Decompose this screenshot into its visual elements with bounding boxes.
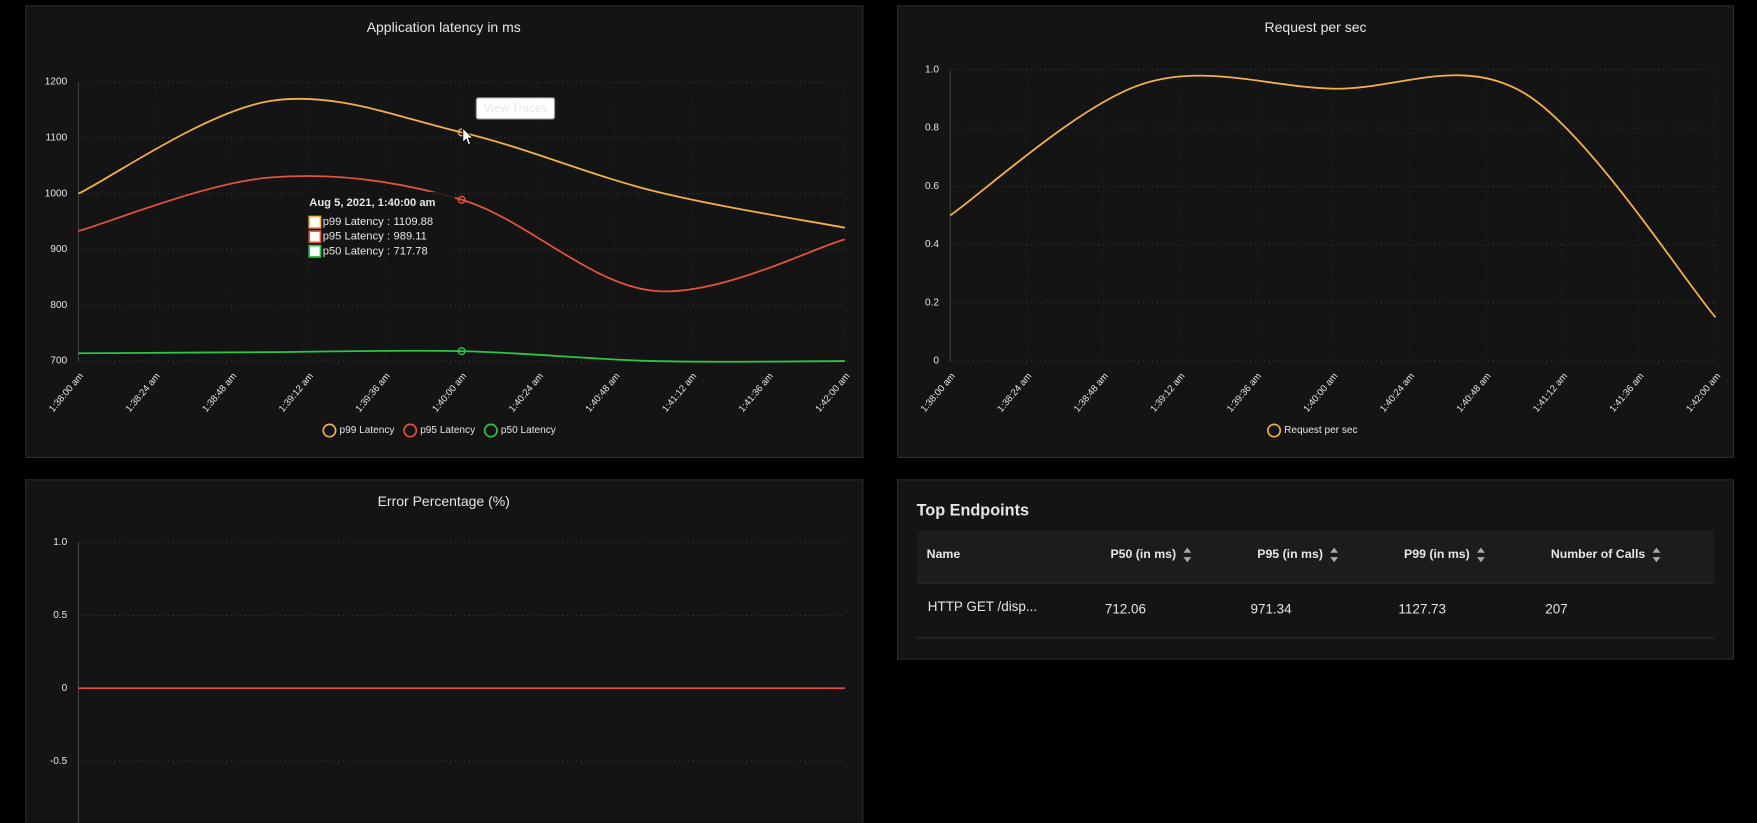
y-tick-label: 1200 [45, 77, 68, 88]
chart-title: Error Percentage (%) [378, 493, 510, 509]
table-title: Top Endpoints [917, 502, 1029, 520]
series-line [78, 349, 845, 363]
series-line [78, 97, 846, 229]
series-line [78, 175, 846, 293]
y-tick-label: 0.2 [925, 297, 939, 308]
chart-title: Request per sec [1265, 19, 1367, 35]
legend-swatch [483, 423, 498, 438]
legend-swatch [403, 423, 418, 438]
chart-title: Application latency in ms [367, 19, 521, 35]
y-tick-label: 1.0 [53, 537, 67, 548]
y-tick-label: 800 [50, 300, 67, 311]
endpoint-link[interactable]: HTTP GET /disp... [928, 599, 1037, 614]
y-tick-label: -0.5 [50, 756, 68, 767]
sort-icon[interactable] [1477, 547, 1485, 563]
cell: 971.34 [1251, 601, 1293, 616]
rps-panel [896, 5, 1735, 459]
sort-icon[interactable] [1183, 547, 1192, 563]
error-panel [25, 479, 864, 823]
cell: 1127.73 [1398, 601, 1446, 616]
column-header[interactable]: P50 (in ms) [1110, 547, 1176, 561]
tooltip-title: Aug 5, 2021, 1:40:00 am [309, 197, 435, 209]
y-tick-label: 1100 [46, 133, 68, 144]
cell: 207 [1545, 601, 1567, 616]
tooltip-row: p50 Latency:717.78 [323, 245, 428, 257]
tooltip-value: 989.11 [394, 231, 427, 243]
hover-point [457, 195, 466, 204]
view-traces-label[interactable]: View Traces [484, 102, 548, 115]
cursor [462, 126, 474, 146]
legend-swatch [1267, 423, 1282, 438]
y-tick-label: 900 [50, 244, 67, 255]
legend-label: p50 Latency [501, 425, 557, 436]
tooltip-name: p99 Latency [323, 216, 384, 228]
tooltip-row: p95 Latency:989.11 [323, 231, 427, 243]
tooltip-name: p95 Latency [323, 231, 384, 243]
y-tick-label: 700 [50, 356, 67, 367]
legend-label: p95 Latency [420, 425, 476, 436]
tooltip-value: 717.78 [394, 245, 428, 257]
hover-point [457, 347, 466, 356]
y-tick-label: 1000 [45, 188, 68, 199]
sort-icon[interactable] [1652, 547, 1661, 563]
tooltip-sep: : [387, 245, 390, 257]
legend-label: Request per sec [1284, 425, 1357, 436]
y-tick-label: 0.5 [53, 610, 67, 621]
tooltip-name: p50 Latency [323, 245, 384, 257]
series-line [949, 74, 1717, 318]
legend-label: p99 Latency [340, 425, 396, 436]
tooltip-value: 1109.88 [394, 216, 434, 228]
y-tick-label: 0 [933, 356, 939, 367]
table-header [916, 530, 1715, 583]
y-tick-label: 0 [62, 683, 68, 694]
cell: 712.06 [1105, 601, 1146, 616]
tooltip-swatch [308, 230, 322, 244]
tooltip-box [302, 191, 455, 262]
column-header: Name [927, 547, 961, 561]
tooltip-swatch [308, 244, 322, 258]
column-header[interactable]: P95 (in ms) [1257, 547, 1323, 561]
sort-icon[interactable] [1330, 547, 1339, 563]
y-tick-label: 0.8 [925, 123, 939, 134]
tooltip-row: p99 Latency:1109.88 [323, 216, 433, 228]
tooltip-sep: : [387, 216, 390, 228]
view-traces-button[interactable] [475, 97, 556, 120]
tooltip-sep: : [387, 231, 390, 243]
y-tick-label: 0.6 [925, 181, 939, 192]
legend-swatch [322, 423, 337, 438]
column-header[interactable]: P99 (in ms) [1404, 547, 1470, 561]
column-header[interactable]: Number of Calls [1551, 547, 1646, 561]
y-tick-label: 0.4 [925, 239, 939, 250]
y-tick-label: 1.0 [925, 64, 939, 75]
tooltip-swatch [308, 215, 322, 229]
